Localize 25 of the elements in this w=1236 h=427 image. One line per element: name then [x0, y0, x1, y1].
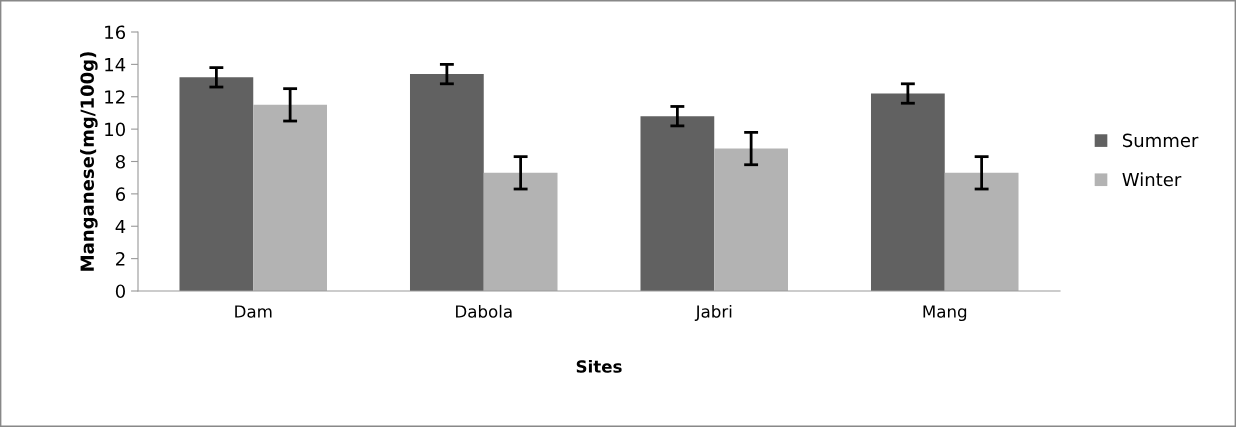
y-tick-label: 0 [115, 284, 125, 299]
x-tick-label: Jabri [694, 304, 732, 321]
bar [944, 172, 1019, 291]
bar [714, 148, 789, 291]
y-tick-label: 12 [105, 90, 125, 104]
y-tick-label: 4 [115, 219, 126, 234]
y-tick-label: 2 [116, 252, 125, 266]
y-tick-label: 6 [115, 187, 126, 201]
x-axis-title: Sites [576, 359, 622, 373]
bar [409, 74, 484, 291]
y-tick-label: 10 [105, 122, 125, 137]
bar [870, 93, 945, 291]
bar [640, 116, 715, 291]
x-tick-label: Dabola [456, 304, 512, 318]
x-tick-label: Dam [235, 305, 272, 318]
bar [179, 77, 254, 291]
bar [483, 172, 558, 291]
x-tick-label: Mang [923, 305, 967, 322]
legend-label: Winter [1122, 172, 1182, 187]
legend-label: Summer [1122, 133, 1199, 148]
y-axis-title: Manganese(mg/100g) [80, 52, 98, 271]
y-tick-label: 8 [115, 154, 125, 169]
bar [253, 104, 328, 291]
y-tick-label: 16 [105, 25, 126, 40]
y-tick-label: 14 [105, 58, 126, 72]
